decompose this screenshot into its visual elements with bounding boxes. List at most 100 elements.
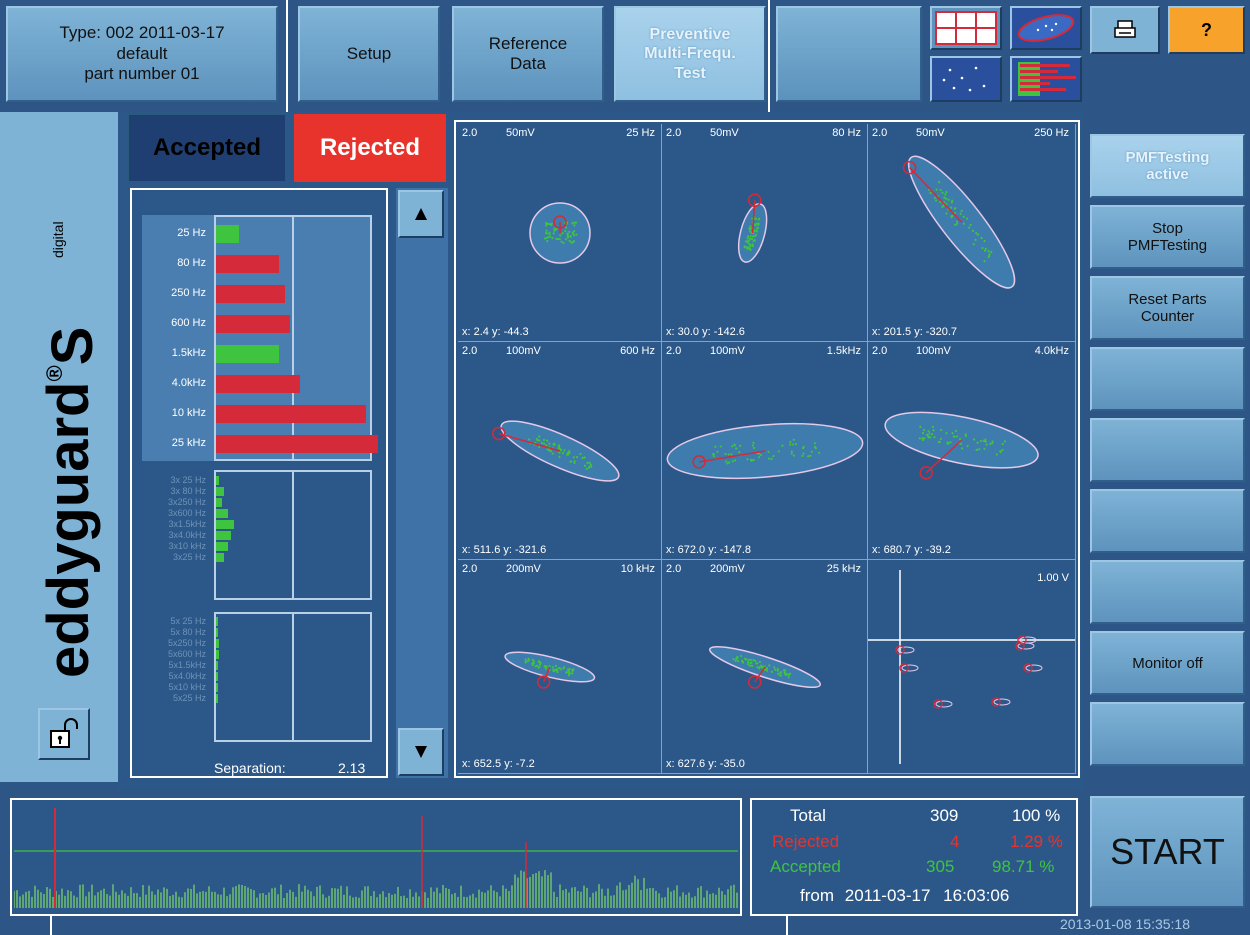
measurement-point	[749, 225, 752, 228]
monitor-off-button[interactable]: Monitor off	[1090, 631, 1245, 695]
type-line: Type: 002 2011-03-17	[59, 23, 225, 43]
brand-name: eddyguard	[36, 381, 101, 679]
stats-rejected-count: 4	[950, 832, 960, 851]
measurement-point	[557, 667, 560, 670]
harmonic-bar	[216, 553, 224, 562]
measurement-point	[744, 240, 748, 243]
measurement-point	[756, 666, 759, 669]
frequency-bar-label: 600 Hz	[171, 317, 206, 329]
measurement-point	[735, 447, 738, 450]
plot-cell[interactable]: 2.0 100mV 600 Hz x: 511.6 y: -321.6	[458, 342, 662, 560]
measurement-point	[546, 240, 549, 243]
measurement-point	[987, 255, 991, 258]
plot-range: 100mV	[916, 345, 951, 357]
measurement-point	[741, 660, 744, 663]
lock-button[interactable]	[38, 708, 90, 760]
measurement-point	[990, 442, 994, 445]
harmonic-bar-label: 3x250 Hz	[167, 497, 206, 507]
measurement-point	[770, 457, 773, 460]
measurement-point	[586, 461, 589, 465]
measurement-point	[772, 454, 775, 458]
measurement-point	[976, 441, 979, 444]
side-button-empty[interactable]	[1090, 702, 1245, 766]
ellipse-view-button[interactable]	[1010, 6, 1082, 50]
plot-cell[interactable]: 2.0 50mV 25 Hz x: 2.4 y: -44.3	[458, 124, 662, 342]
measurement-point	[933, 196, 936, 200]
measurement-point	[724, 452, 727, 456]
measurement-point	[755, 222, 758, 225]
measurement-point	[776, 667, 779, 670]
start-button[interactable]: START	[1090, 796, 1245, 908]
plot-frequency: 25 kHz	[826, 563, 861, 575]
measurement-point	[587, 466, 591, 469]
frequency-bar	[216, 435, 378, 453]
frequency-bar-label: 10 kHz	[171, 407, 206, 419]
measurement-point	[792, 438, 795, 441]
frequency-bar-label: 4.0kHz	[171, 377, 206, 389]
scatter-view-button[interactable]	[930, 56, 1002, 102]
measurement-point	[754, 224, 757, 227]
grid-view-button[interactable]	[930, 6, 1002, 50]
plot-cell[interactable]: 2.0 200mV 10 kHz x: 652.5 y: -7.2	[458, 560, 662, 774]
plot-cell[interactable]: 1.00 V	[868, 560, 1076, 774]
plot-coordinates: x: 511.6 y: -321.6	[462, 544, 547, 556]
current-point-marker	[747, 193, 762, 208]
bar-view-button[interactable]	[1010, 56, 1082, 102]
measurement-point	[972, 438, 976, 441]
harmonic-bar	[216, 520, 234, 529]
stop-pmftesting-button[interactable]: Stop PMFTesting	[1090, 205, 1245, 269]
plot-cell[interactable]: 2.0 200mV 25 kHz x: 627.6 y: -35.0	[662, 560, 868, 774]
current-point-marker	[492, 426, 506, 441]
measurement-point	[931, 433, 934, 436]
measurement-point	[999, 450, 1002, 453]
scroll-track[interactable]	[396, 188, 448, 778]
scroll-up-button[interactable]	[398, 190, 444, 238]
side-button-empty[interactable]	[1090, 560, 1245, 624]
measurement-point	[939, 200, 942, 204]
help-button[interactable]: ?	[1168, 6, 1245, 54]
plot-cell[interactable]: 2.0 100mV 4.0kHz x: 680.7 y: -39.2	[868, 342, 1076, 560]
pmftesting-active-button[interactable]: PMFTesting active	[1090, 134, 1245, 198]
tab-setup[interactable]: Setup	[298, 6, 440, 102]
side-button-empty[interactable]	[1090, 347, 1245, 411]
measurement-point	[932, 429, 935, 432]
current-vector	[498, 432, 561, 452]
measurement-point	[984, 440, 987, 443]
tab-reference-data[interactable]: Reference Data	[452, 6, 604, 102]
measurement-point	[745, 658, 748, 661]
measurement-point	[767, 450, 770, 453]
harmonic-bar	[216, 694, 218, 703]
overview-marker	[1017, 635, 1027, 645]
pointer-line-bottom-left	[50, 916, 52, 935]
measurement-point	[939, 437, 942, 440]
overview-marker	[991, 697, 1001, 707]
plot-cell[interactable]: 2.0 50mV 80 Hz x: 30.0 y: -142.6	[662, 124, 868, 342]
plot-svg	[492, 420, 620, 482]
stats-total-count: 309	[930, 806, 959, 825]
scroll-down-button[interactable]	[398, 728, 444, 776]
measurement-point	[943, 196, 946, 199]
pointer-line-bottom-right	[786, 916, 788, 935]
measurement-point	[545, 221, 548, 225]
print-button[interactable]	[1090, 6, 1160, 54]
measurement-point	[573, 460, 576, 463]
side-button-empty[interactable]	[1090, 489, 1245, 553]
stats-accepted-pct: 98.71 %	[992, 857, 1055, 876]
reset-parts-counter-button[interactable]: Reset Parts Counter	[1090, 276, 1245, 340]
plot-cell[interactable]: 2.0 100mV 1.5kHz x: 672.0 y: -147.8	[662, 342, 868, 560]
measurement-point	[965, 217, 969, 220]
tab-empty[interactable]	[776, 6, 922, 102]
measurement-point	[551, 236, 554, 240]
measurement-point	[752, 658, 755, 662]
plot-cell[interactable]: 2.0 50mV 250 Hz x: 201.5 y: -320.7	[868, 124, 1076, 342]
measurement-point	[730, 453, 733, 456]
bar-box-bot-divider	[292, 612, 294, 742]
side-button-empty[interactable]	[1090, 418, 1245, 482]
plot-coordinates: x: 680.7 y: -39.2	[872, 544, 951, 556]
measurement-point	[747, 660, 750, 664]
measurement-point	[747, 658, 751, 661]
tab-preventive-multi-frequ-test[interactable]: Preventive Multi-Frequ. Test	[614, 6, 766, 102]
plot-frequency: 250 Hz	[1034, 127, 1069, 139]
measurement-point	[953, 435, 956, 438]
measurement-point	[985, 443, 988, 446]
